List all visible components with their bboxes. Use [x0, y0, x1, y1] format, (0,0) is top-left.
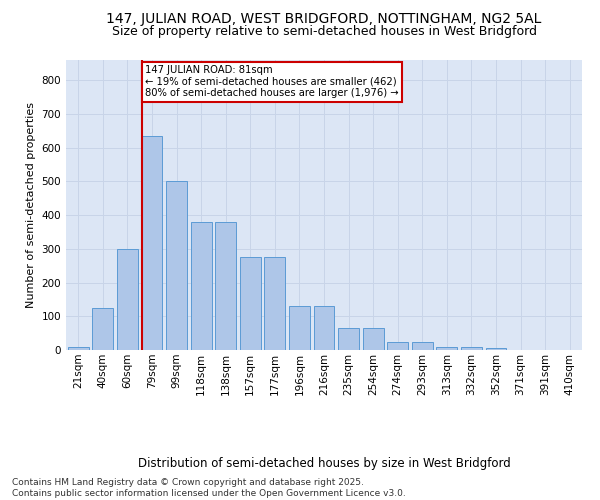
Bar [68, 346, 89, 350]
Bar [265, 258, 286, 350]
Text: 147, JULIAN ROAD, WEST BRIDGFORD, NOTTINGHAM, NG2 5AL: 147, JULIAN ROAD, WEST BRIDGFORD, NOTTIN… [106, 12, 542, 26]
Bar [215, 222, 236, 350]
Bar [362, 328, 383, 350]
Bar [117, 249, 138, 350]
Text: Distribution of semi-detached houses by size in West Bridgford: Distribution of semi-detached houses by … [137, 458, 511, 470]
Bar [240, 258, 261, 350]
Y-axis label: Number of semi-detached properties: Number of semi-detached properties [26, 102, 36, 308]
Bar [387, 342, 408, 350]
Text: Contains HM Land Registry data © Crown copyright and database right 2025.
Contai: Contains HM Land Registry data © Crown c… [12, 478, 406, 498]
Bar [166, 182, 187, 350]
Bar [142, 136, 163, 350]
Bar [412, 342, 433, 350]
Bar [436, 346, 457, 350]
Bar [461, 346, 482, 350]
Bar [92, 308, 113, 350]
Bar [314, 306, 334, 350]
Text: Size of property relative to semi-detached houses in West Bridgford: Size of property relative to semi-detach… [112, 25, 536, 38]
Bar [289, 306, 310, 350]
Bar [485, 348, 506, 350]
Text: 147 JULIAN ROAD: 81sqm
← 19% of semi-detached houses are smaller (462)
80% of se: 147 JULIAN ROAD: 81sqm ← 19% of semi-det… [145, 65, 399, 98]
Bar [191, 222, 212, 350]
Bar [338, 328, 359, 350]
